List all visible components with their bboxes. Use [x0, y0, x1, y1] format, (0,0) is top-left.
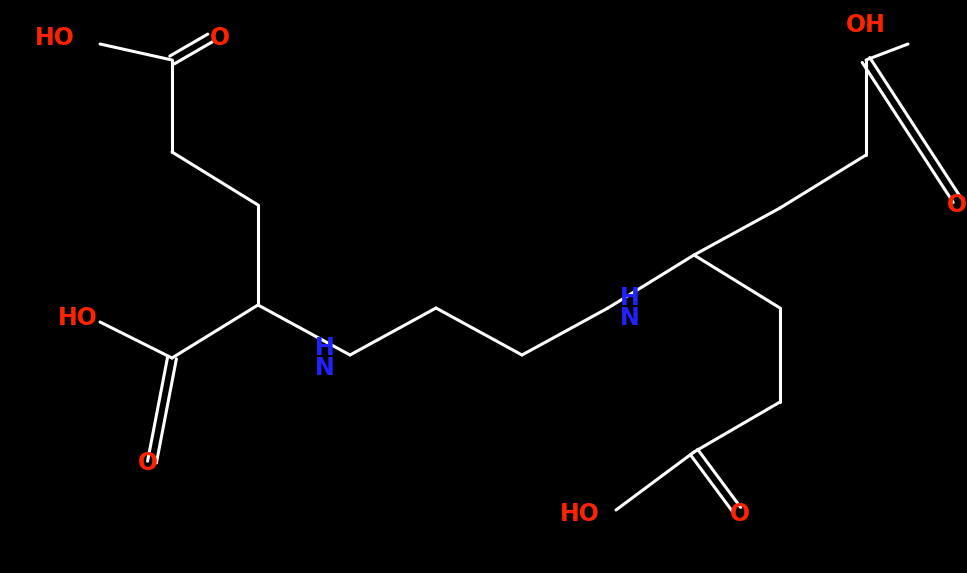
Text: HO: HO [58, 306, 98, 330]
Text: N: N [315, 356, 335, 380]
Text: O: O [947, 193, 967, 217]
Text: HO: HO [560, 502, 600, 526]
Text: O: O [210, 26, 230, 50]
Text: OH: OH [846, 13, 886, 37]
Text: O: O [138, 451, 158, 475]
Text: HO: HO [35, 26, 74, 50]
Text: H: H [315, 336, 335, 360]
Text: O: O [730, 502, 750, 526]
Text: H: H [620, 286, 640, 310]
Text: N: N [620, 306, 640, 330]
